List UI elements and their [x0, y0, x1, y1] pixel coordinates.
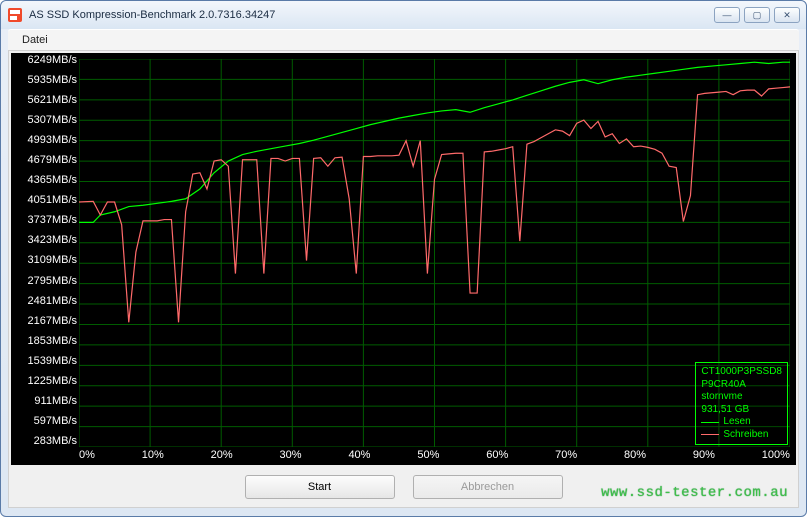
y-tick-label: 6249MB/s	[15, 55, 77, 66]
y-tick-label: 5935MB/s	[15, 75, 77, 86]
x-tick-label: 60%	[486, 449, 508, 463]
y-tick-label: 1853MB/s	[15, 336, 77, 347]
y-tick-label: 1539MB/s	[15, 356, 77, 367]
x-tick-label: 90%	[693, 449, 715, 463]
y-tick-label: 283MB/s	[15, 436, 77, 447]
y-tick-label: 3737MB/s	[15, 215, 77, 226]
chart-legend: CT1000P3PSSD8 P9CR40A stornvme 931,51 GB…	[695, 362, 788, 445]
x-tick-label: 80%	[624, 449, 646, 463]
y-tick-label: 2795MB/s	[15, 276, 77, 287]
y-tick-label: 4365MB/s	[15, 175, 77, 186]
legend-write-label: Schreiben	[723, 429, 768, 442]
app-icon	[7, 7, 23, 23]
start-button[interactable]: Start	[245, 475, 395, 499]
app-window: AS SSD Kompression-Benchmark 2.0.7316.34…	[0, 0, 807, 517]
abort-button: Abbrechen	[413, 475, 563, 499]
y-tick-label: 5307MB/s	[15, 115, 77, 126]
chart-plot-area	[79, 59, 790, 447]
watermark-text: www.ssd-tester.com.au	[601, 485, 788, 501]
compression-chart: 6249MB/s 5935MB/s 5621MB/s 5307MB/s 4993MB/s…	[11, 53, 796, 465]
legend-read-row: Lesen	[701, 416, 782, 429]
legend-device-line1: CT1000P3PSSD8	[701, 366, 782, 379]
window-buttons: — ▢ ✕	[714, 7, 800, 23]
x-axis-labels: 0% 10% 20% 30% 40% 50% 60% 70% 80% 90% 100%	[79, 449, 790, 463]
titlebar[interactable]: AS SSD Kompression-Benchmark 2.0.7316.34…	[1, 1, 806, 29]
legend-write-row: Schreiben	[701, 429, 782, 442]
x-tick-label: 100%	[762, 449, 790, 463]
y-tick-label: 2167MB/s	[15, 316, 77, 327]
content-area: 6249MB/s 5935MB/s 5621MB/s 5307MB/s 4993MB/s…	[8, 51, 799, 508]
x-tick-label: 30%	[280, 449, 302, 463]
y-tick-label: 1225MB/s	[15, 376, 77, 387]
legend-device-line3: stornvme	[701, 391, 782, 404]
minimize-button[interactable]: —	[714, 7, 740, 23]
close-button[interactable]: ✕	[774, 7, 800, 23]
y-axis-labels: 6249MB/s 5935MB/s 5621MB/s 5307MB/s 4993MB/s…	[15, 55, 77, 447]
menu-file[interactable]: Datei	[16, 32, 54, 48]
window-title: AS SSD Kompression-Benchmark 2.0.7316.34…	[29, 9, 714, 21]
x-tick-label: 50%	[417, 449, 439, 463]
y-tick-label: 5621MB/s	[15, 95, 77, 106]
x-tick-label: 20%	[211, 449, 233, 463]
legend-read-label: Lesen	[723, 416, 750, 429]
y-tick-label: 911MB/s	[15, 396, 77, 407]
x-tick-label: 0%	[79, 449, 95, 463]
legend-capacity: 931,51 GB	[701, 404, 782, 417]
legend-read-swatch	[701, 422, 719, 423]
y-tick-label: 3423MB/s	[15, 235, 77, 246]
y-tick-label: 3109MB/s	[15, 255, 77, 266]
x-tick-label: 40%	[348, 449, 370, 463]
y-tick-label: 4993MB/s	[15, 135, 77, 146]
x-tick-label: 70%	[555, 449, 577, 463]
maximize-button[interactable]: ▢	[744, 7, 770, 23]
y-tick-label: 2481MB/s	[15, 296, 77, 307]
legend-device-line2: P9CR40A	[701, 379, 782, 392]
y-tick-label: 4679MB/s	[15, 155, 77, 166]
x-tick-label: 10%	[142, 449, 164, 463]
y-tick-label: 4051MB/s	[15, 195, 77, 206]
legend-write-swatch	[701, 434, 719, 435]
y-tick-label: 597MB/s	[15, 416, 77, 427]
menubar: Datei	[8, 29, 799, 51]
